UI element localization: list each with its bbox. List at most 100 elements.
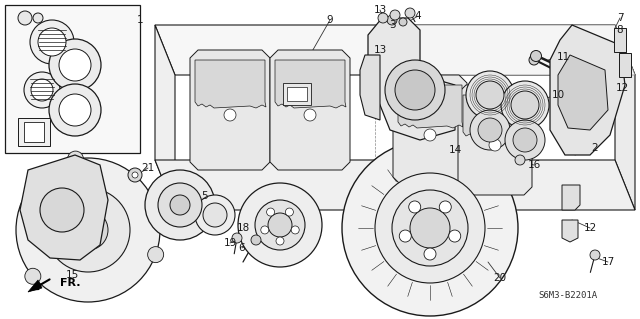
Polygon shape (458, 85, 532, 195)
Polygon shape (190, 50, 270, 170)
Circle shape (424, 129, 436, 141)
Circle shape (489, 139, 501, 151)
Polygon shape (562, 220, 578, 242)
Text: 7: 7 (617, 13, 623, 23)
Circle shape (203, 203, 227, 227)
Circle shape (529, 55, 539, 65)
Polygon shape (270, 50, 350, 170)
Text: 3: 3 (388, 20, 396, 30)
Circle shape (46, 188, 130, 272)
Circle shape (304, 109, 316, 121)
Circle shape (238, 183, 322, 267)
Text: 20: 20 (493, 273, 507, 283)
Text: 13: 13 (373, 5, 387, 15)
Circle shape (18, 11, 32, 25)
Polygon shape (155, 25, 635, 75)
Circle shape (31, 79, 53, 101)
Text: 13: 13 (373, 45, 387, 55)
Circle shape (390, 10, 400, 20)
Text: 19: 19 (223, 238, 237, 248)
Text: 8: 8 (617, 25, 623, 35)
Circle shape (466, 71, 514, 119)
Circle shape (470, 110, 510, 150)
Circle shape (342, 140, 518, 316)
Circle shape (378, 13, 388, 23)
Circle shape (30, 20, 74, 64)
Circle shape (399, 230, 412, 242)
Circle shape (128, 168, 142, 182)
Circle shape (25, 268, 41, 284)
Text: 11: 11 (556, 52, 570, 62)
Circle shape (392, 190, 468, 266)
Bar (24, 122, 44, 142)
Polygon shape (550, 25, 625, 155)
Circle shape (260, 226, 269, 234)
Polygon shape (398, 85, 463, 128)
Circle shape (511, 91, 539, 119)
Circle shape (148, 247, 164, 263)
Circle shape (232, 233, 242, 243)
Circle shape (385, 60, 445, 120)
Circle shape (410, 208, 450, 248)
Text: 10: 10 (552, 90, 564, 100)
Bar (619, 53, 631, 77)
Circle shape (251, 235, 261, 245)
Text: 17: 17 (602, 257, 614, 267)
Bar (18, 118, 50, 146)
Polygon shape (368, 18, 455, 140)
Circle shape (590, 250, 600, 260)
Text: 15: 15 (65, 270, 79, 280)
Polygon shape (375, 25, 635, 75)
Polygon shape (28, 280, 42, 292)
Circle shape (387, 15, 397, 25)
Bar (283, 83, 311, 105)
Circle shape (513, 128, 537, 152)
Circle shape (59, 94, 91, 126)
Circle shape (145, 170, 215, 240)
Circle shape (59, 49, 91, 81)
Polygon shape (615, 25, 635, 210)
Polygon shape (360, 55, 380, 120)
Text: 18: 18 (236, 223, 250, 233)
Circle shape (395, 70, 435, 110)
Polygon shape (155, 25, 175, 210)
Polygon shape (155, 160, 635, 210)
Text: 14: 14 (449, 145, 461, 155)
Circle shape (531, 50, 541, 62)
Circle shape (476, 81, 504, 109)
Circle shape (255, 200, 305, 250)
Text: 2: 2 (592, 143, 598, 153)
Circle shape (424, 248, 436, 260)
Text: 4: 4 (415, 11, 421, 21)
Text: 16: 16 (527, 160, 541, 170)
Circle shape (132, 172, 138, 178)
Circle shape (40, 188, 84, 232)
Circle shape (224, 109, 236, 121)
Circle shape (505, 120, 545, 160)
Circle shape (38, 28, 66, 56)
Circle shape (68, 210, 108, 250)
Text: 12: 12 (584, 223, 596, 233)
Circle shape (67, 151, 83, 167)
Circle shape (478, 118, 502, 142)
Bar (614, 28, 626, 52)
Text: S6M3-B2201A: S6M3-B2201A (538, 292, 598, 300)
Polygon shape (20, 155, 108, 260)
Circle shape (267, 208, 275, 216)
Circle shape (49, 84, 101, 136)
Circle shape (268, 213, 292, 237)
Text: 1: 1 (137, 15, 143, 25)
Text: 6: 6 (239, 243, 245, 253)
Circle shape (285, 208, 293, 216)
Circle shape (195, 195, 235, 235)
Circle shape (16, 158, 160, 302)
Polygon shape (275, 60, 346, 108)
Text: 5: 5 (202, 191, 208, 201)
Circle shape (399, 18, 407, 26)
Polygon shape (463, 95, 528, 138)
Bar (287, 87, 307, 101)
Circle shape (170, 195, 190, 215)
Polygon shape (393, 75, 467, 185)
Bar (5, 5, 140, 153)
Circle shape (33, 13, 43, 23)
